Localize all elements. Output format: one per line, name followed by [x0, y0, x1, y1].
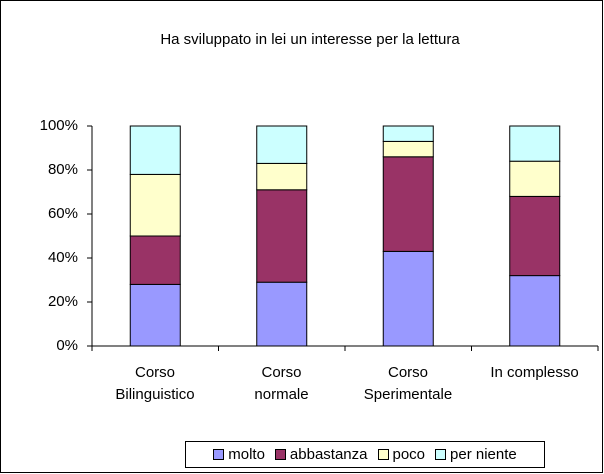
bar-segment: [509, 275, 561, 347]
chart-title: Ha sviluppato in lei un interesse per la…: [160, 31, 460, 48]
x-tick-label: Corso normale: [254, 364, 309, 403]
bar-segment: [129, 283, 181, 347]
legend-swatch: [213, 449, 225, 460]
bar-segment: [256, 162, 308, 191]
bar-segment: [129, 173, 181, 237]
legend-swatch: [274, 449, 286, 460]
bar-segment: [256, 125, 308, 164]
x-tick-label: Corso Bilinguistico: [115, 364, 195, 403]
legend-item: per niente: [435, 446, 517, 463]
y-tick-label: 40%: [48, 249, 78, 266]
y-tick-label: 60%: [48, 205, 78, 222]
legend-swatch: [435, 449, 447, 460]
bar-segment: [382, 140, 434, 158]
bar-segment: [509, 160, 561, 197]
y-tick-label: 20%: [48, 293, 78, 310]
legend-label: per niente: [450, 446, 517, 463]
bar-segment: [256, 189, 308, 283]
bar-segment: [129, 125, 181, 175]
legend-label: abbastanza: [289, 446, 368, 463]
x-tick-label: In complesso: [490, 364, 579, 381]
legend-item: abbastanza: [274, 446, 368, 463]
bar-segment: [382, 250, 434, 347]
bar-segment: [382, 156, 434, 252]
legend-item: molto: [213, 446, 265, 463]
y-tick-label: 80%: [48, 161, 78, 178]
y-tick-label: 100%: [40, 117, 78, 134]
legend-item: poco: [377, 446, 426, 463]
legend: molto abbastanza poco per niente: [185, 441, 545, 468]
bar-segment: [509, 125, 561, 162]
legend-swatch: [377, 449, 389, 460]
y-tick-label: 0%: [56, 337, 78, 354]
bar-segment: [382, 125, 434, 142]
bar-segment: [129, 235, 181, 285]
x-tick-label: Corso Sperimentale: [363, 364, 453, 403]
legend-label: molto: [228, 446, 265, 463]
legend-label: poco: [392, 446, 426, 463]
bar-segment: [256, 281, 308, 347]
bar-segment: [509, 195, 561, 277]
